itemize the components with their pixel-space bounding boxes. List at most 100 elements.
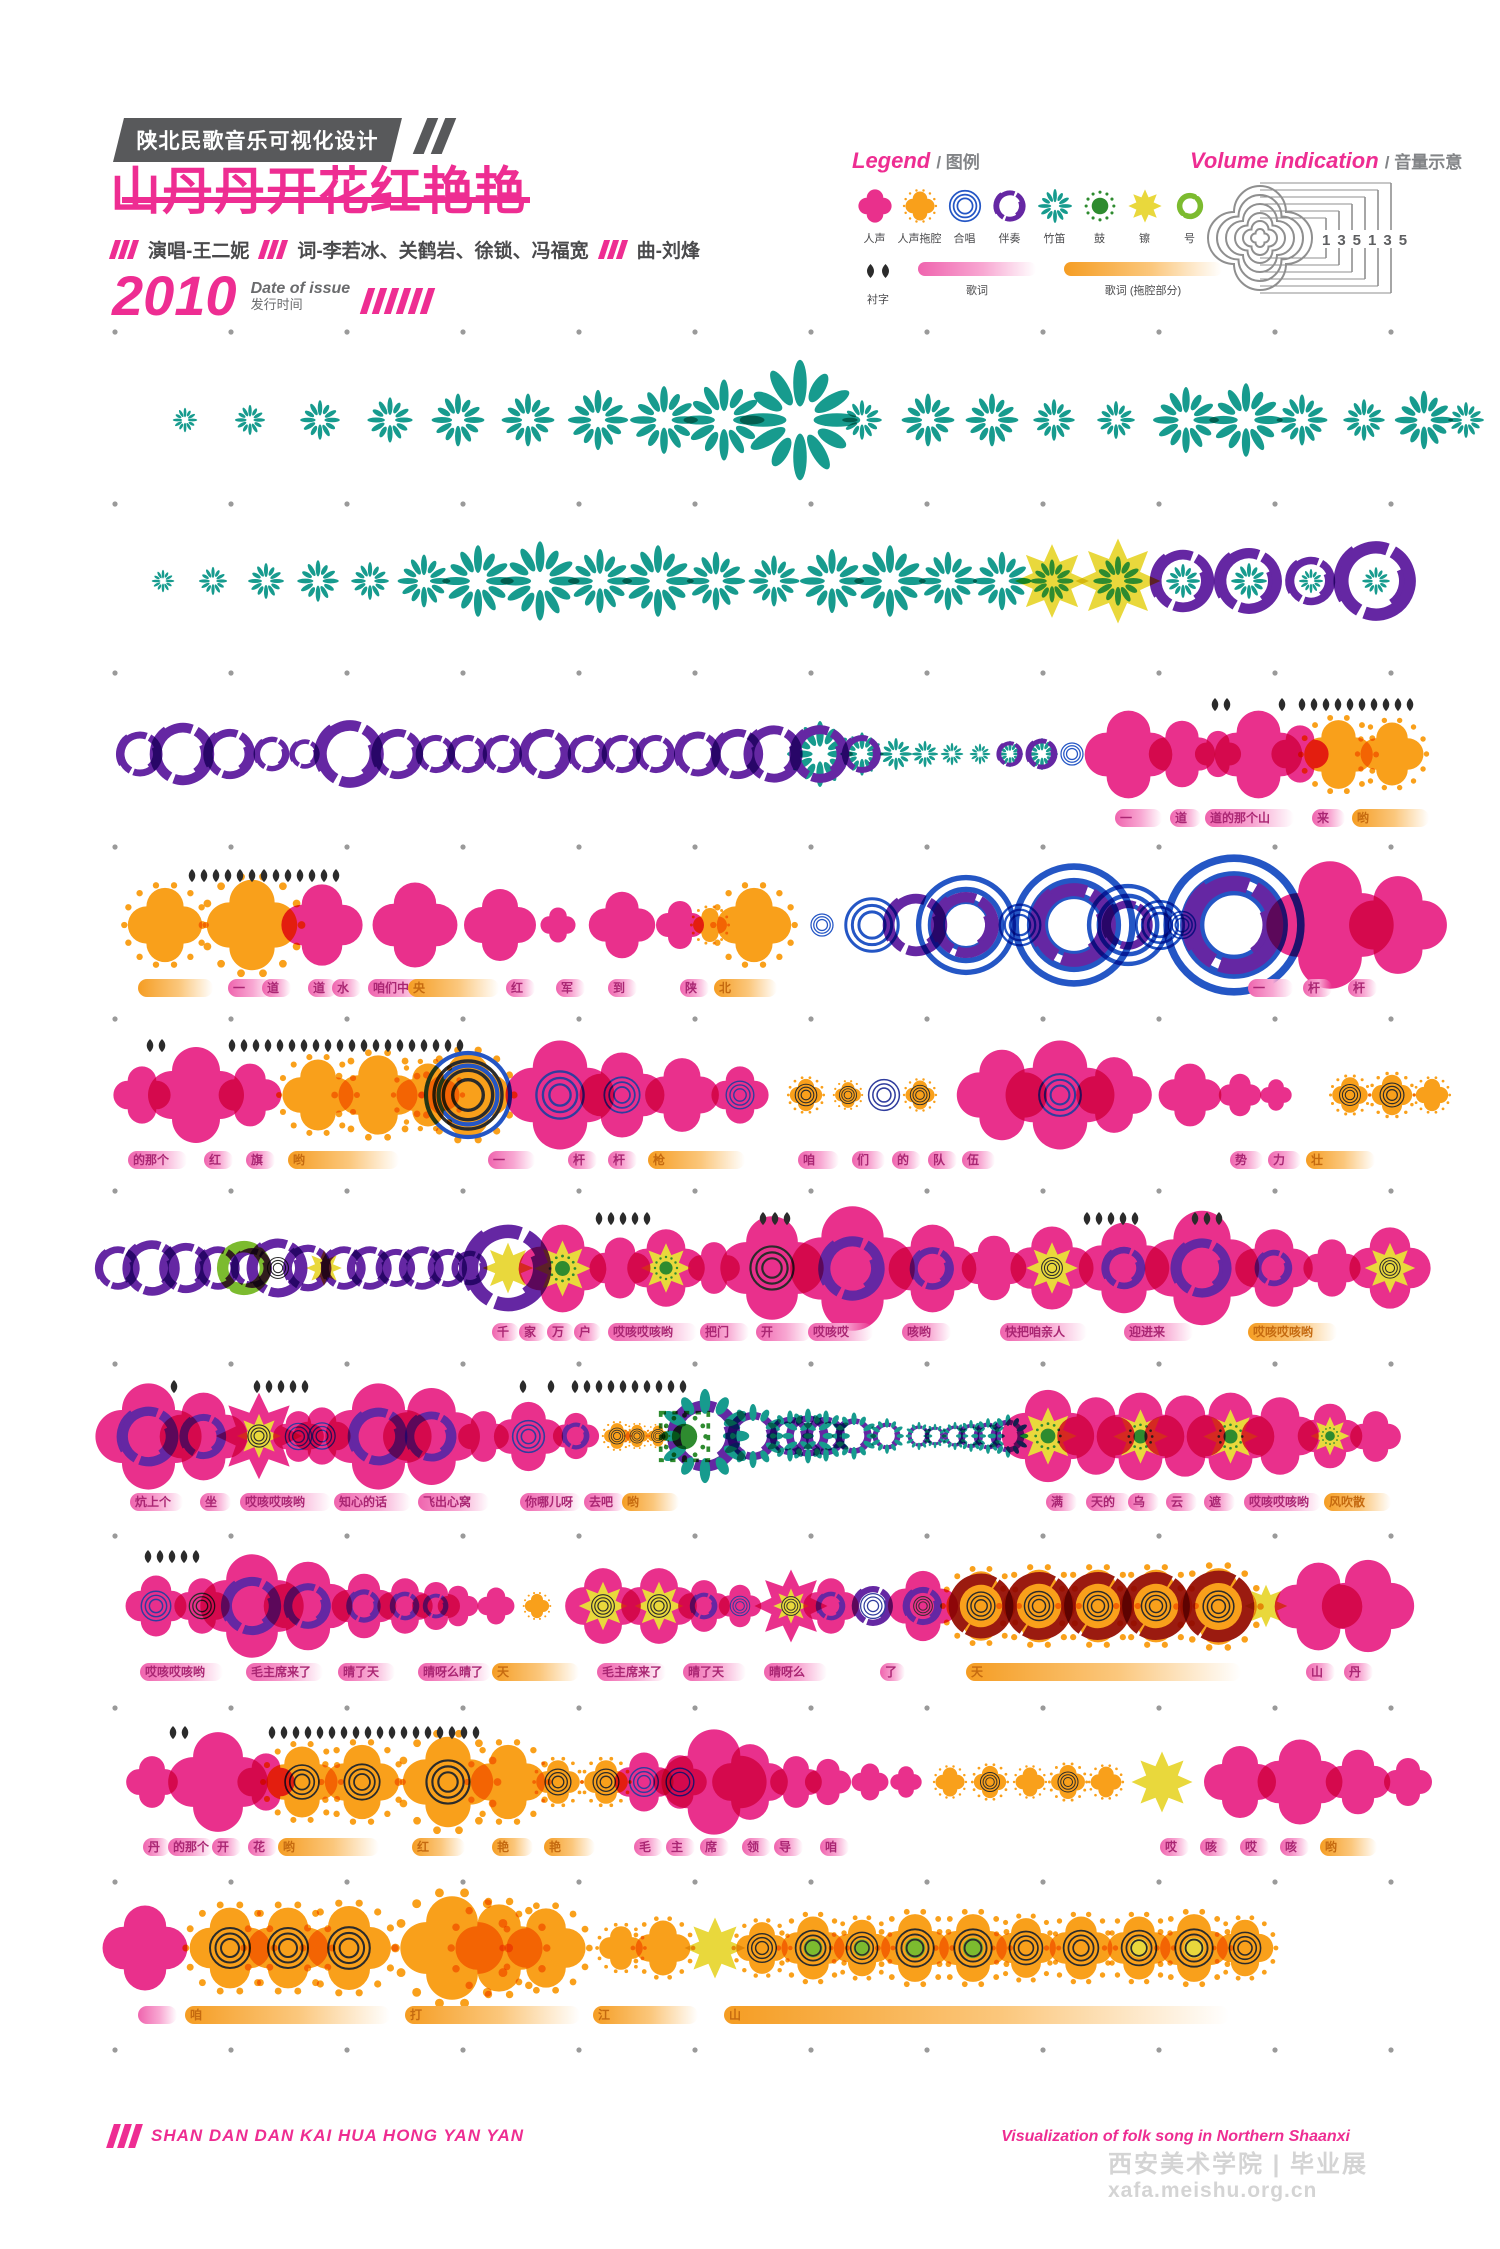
glyph-vocal <box>645 1058 719 1132</box>
lyric-pill: 家 <box>519 1323 546 1341</box>
filler-word-mark <box>866 263 875 279</box>
glyph-flute <box>1097 401 1135 439</box>
glyph-vocal <box>1257 1739 1343 1825</box>
legend-item: 镲 <box>1122 188 1167 246</box>
glyph-vocal <box>126 1756 178 1808</box>
lyric-pill: 知心的话 <box>334 1493 411 1511</box>
glyph-accompaniment <box>371 728 424 780</box>
filler-word-mark <box>376 1725 384 1740</box>
lyric-pill: 哟 <box>278 1838 379 1856</box>
lyric-pill: 水 <box>332 979 361 997</box>
lyric-pill: 哎咳哎咳哟 <box>140 1663 223 1681</box>
filler-word-mark <box>224 868 232 883</box>
glyph-chorus <box>915 874 1017 976</box>
lyric-pill: 的那个 <box>128 1151 187 1169</box>
glyph-accompaniment <box>1333 541 1416 621</box>
filler-word-mark <box>340 1725 348 1740</box>
lyric-pill: 哟 <box>1352 809 1429 827</box>
glyph-vocal-melisma <box>1043 1911 1119 1985</box>
lyric-pill: 开 <box>756 1323 811 1341</box>
filler-word-mark <box>519 1379 527 1394</box>
glyph-vocal <box>678 1580 730 1632</box>
glyph-flute <box>854 545 926 617</box>
lyric-pill: 一 <box>1248 979 1293 997</box>
glyph-vocal <box>565 1568 641 1644</box>
glyph-vocal <box>1076 1057 1152 1133</box>
lyric-pill: 枪 <box>648 1151 745 1169</box>
filler-word-mark <box>436 1725 444 1740</box>
glyph-vocal-melisma <box>775 1911 851 1985</box>
filler-word-mark <box>364 1725 372 1740</box>
glyph-vocal-melisma <box>1153 1908 1235 1988</box>
glyph-flute <box>1448 402 1484 438</box>
glyph-flute <box>1276 394 1328 446</box>
lyric-pill: 天的 <box>1086 1493 1131 1511</box>
glyph-vocal-melisma <box>499 1902 593 1994</box>
filler-word-mark <box>168 1549 176 1564</box>
filler-word-mark <box>1191 1211 1199 1226</box>
glyph-vocal <box>263 1561 353 1651</box>
glyph-vocal <box>718 1584 762 1628</box>
glyph-vocal <box>540 907 576 943</box>
glyph-vocal-melisma <box>1012 1765 1048 1799</box>
filler-word-mark <box>158 1038 166 1053</box>
lyric-bar-icon <box>918 262 1036 276</box>
lyric-pill: 哟 <box>288 1151 399 1169</box>
lyric-pill: 军 <box>556 979 585 997</box>
filler-word-mark <box>276 1038 284 1053</box>
lyric-pill: 的那个 <box>168 1838 213 1856</box>
lyric-pill: 咱 <box>798 1151 839 1169</box>
svg-text:135135: 135135 <box>1322 232 1414 249</box>
filler-word-mark <box>384 1038 392 1053</box>
issue-labels: Date of issue 发行时间 <box>251 268 351 313</box>
filler-word-mark <box>240 1038 248 1053</box>
glyph-flute <box>1025 737 1059 771</box>
slashes-icon <box>106 2124 143 2148</box>
filler-word-mark <box>200 868 208 883</box>
glyph-accompaniment <box>567 734 608 774</box>
glyph-vocal-melisma <box>710 882 798 968</box>
footer-song-title: SHAN DAN DAN KAI HUA HONG YAN YAN <box>151 2126 525 2145</box>
filler-word-mark <box>253 1379 261 1394</box>
glyph-vocal <box>579 1052 665 1138</box>
issue-year: 2010 <box>112 264 237 327</box>
filler-word-mark <box>300 1038 308 1053</box>
glyph-flute <box>172 407 198 433</box>
glyph-accompaniment <box>601 734 642 774</box>
lyric-pill: 万 <box>547 1323 574 1341</box>
legend-icon-row: 人声 人声拖腔 合唱 伴奏 竹笛 鼓 镲 号 <box>852 188 1222 246</box>
glyph-vocal <box>168 1732 268 1832</box>
glyph-flute <box>234 404 266 436</box>
lyric-pill: 领 <box>742 1838 771 1856</box>
filler-word-mark <box>607 1379 615 1394</box>
filler-word-mark <box>156 1549 164 1564</box>
filler-word-mark <box>1370 697 1378 712</box>
footer-left: SHAN DAN DAN KAI HUA HONG YAN YAN <box>106 2124 525 2148</box>
filler-word-mark <box>372 1038 380 1053</box>
filler-word-mark <box>1310 697 1318 712</box>
lyric-pill: 了 <box>880 1663 905 1681</box>
glyph-vocal <box>804 1758 852 1806</box>
legend-item: 号 <box>1167 188 1212 246</box>
glyph-vocal <box>1349 876 1447 974</box>
lyric-pill: 坐 <box>200 1493 231 1511</box>
filler-word-mark <box>595 1211 603 1226</box>
glyph-star-vocal <box>215 1392 303 1480</box>
filler-word-mark <box>388 1725 396 1740</box>
glyph-vocal <box>1384 1758 1432 1806</box>
lyric-pill: 毛主席来了 <box>597 1663 666 1681</box>
glyph-vocal <box>1001 1389 1095 1483</box>
glyph-accompaniment <box>253 736 290 772</box>
lyric-pill: 道 <box>308 979 337 997</box>
filler-word-mark <box>181 1725 189 1740</box>
volume-title: Volume indication / 音量示意 <box>1190 148 1462 174</box>
glyph-vocal-melisma <box>731 1918 793 1978</box>
filler-word-mark <box>170 1379 178 1394</box>
glyph-flute <box>300 400 340 440</box>
lyric-pill: 迎进来 <box>1124 1323 1193 1341</box>
glyph-accompaniment <box>482 734 523 774</box>
filler-word-mark <box>1394 697 1402 712</box>
glyph-vocal <box>712 1744 788 1820</box>
filler-word-mark <box>212 868 220 883</box>
